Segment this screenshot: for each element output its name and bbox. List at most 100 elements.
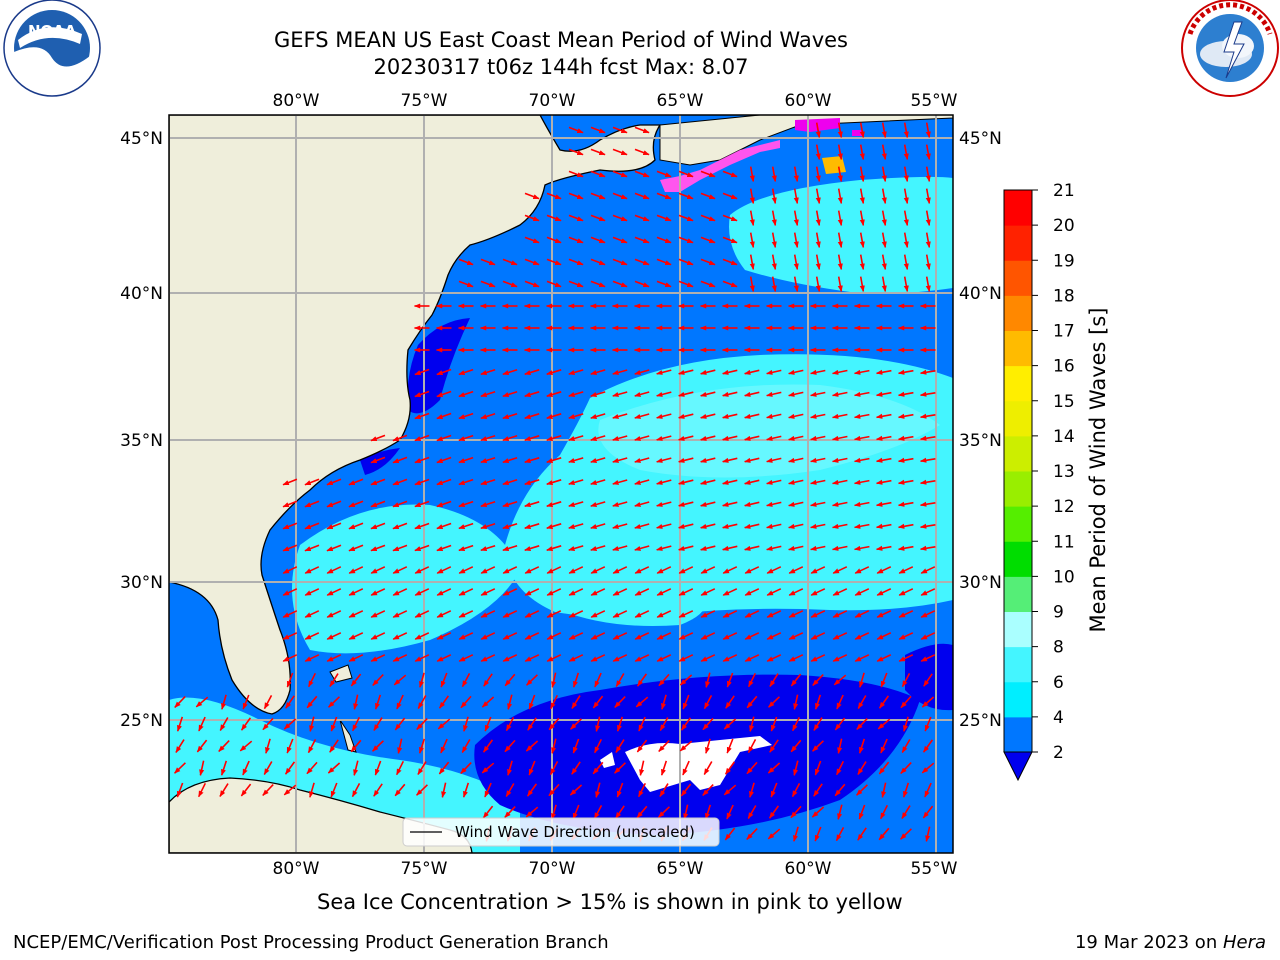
wave-direction-arrow <box>875 545 892 551</box>
wave-direction-arrow <box>283 784 297 796</box>
sea-ice-patch <box>852 130 862 136</box>
wave-direction-arrow <box>881 188 887 205</box>
wave-direction-arrow <box>700 457 716 463</box>
wave-direction-arrow <box>392 456 408 464</box>
wave-direction-arrow <box>744 610 760 618</box>
wave-direction-arrow <box>524 435 540 441</box>
wave-direction-arrow <box>832 632 848 640</box>
wave-direction-arrow <box>590 214 606 222</box>
wave-direction-arrow <box>348 566 364 574</box>
wave-direction-arrow <box>769 673 779 687</box>
wave-direction-arrow <box>658 740 670 752</box>
wave-direction-arrow <box>458 280 474 288</box>
wave-direction-arrow <box>722 457 738 463</box>
wave-direction-arrow <box>350 739 362 753</box>
wave-direction-arrow <box>590 501 606 507</box>
wave-direction-arrow <box>549 761 559 776</box>
wave-direction-arrow <box>793 254 799 271</box>
wave-direction-arrow <box>546 280 562 288</box>
wave-direction-arrow <box>722 369 738 375</box>
wave-direction-arrow <box>722 236 738 244</box>
wave-direction-arrow <box>348 654 364 662</box>
wave-direction-arrow <box>282 654 298 662</box>
wave-direction-arrow <box>744 369 760 375</box>
legend-label: Wind Wave Direction (unscaled) <box>455 823 695 841</box>
wave-direction-arrow <box>392 544 408 552</box>
wave-direction-arrow <box>546 258 562 266</box>
wave-direction-arrow <box>725 695 735 709</box>
wave-direction-arrow <box>770 782 778 798</box>
wave-direction-arrow <box>898 610 914 618</box>
wave-direction-arrow <box>788 413 804 419</box>
wave-direction-arrow <box>834 783 846 797</box>
wave-direction-arrow <box>330 782 338 798</box>
wave-direction-arrow <box>175 739 185 753</box>
wave-direction-arrow <box>414 478 430 486</box>
wave-direction-arrow <box>925 232 931 249</box>
wave-direction-arrow <box>766 391 782 397</box>
wave-direction-arrow <box>195 696 209 708</box>
wave-direction-arrow <box>594 672 602 688</box>
wave-direction-arrow <box>286 738 294 754</box>
wave-direction-arrow <box>634 214 650 222</box>
wave-direction-arrow <box>766 588 782 596</box>
wave-direction-arrow <box>392 478 408 486</box>
wave-direction-arrow <box>881 166 887 183</box>
wave-direction-arrow <box>678 545 694 551</box>
lat-tick-left: 35°N <box>120 431 163 451</box>
wave-direction-arrow <box>881 782 887 798</box>
wave-direction-arrow <box>634 170 650 178</box>
wave-direction-arrow <box>480 610 496 618</box>
wave-direction-arrow <box>876 588 892 596</box>
wave-direction-arrow <box>524 258 540 266</box>
wave-direction-arrow <box>458 368 474 376</box>
lon-tick-top: 55°W <box>911 91 958 111</box>
wave-direction-arrow <box>768 696 780 708</box>
wave-direction-arrow <box>678 632 694 640</box>
wave-direction-arrow <box>372 674 384 686</box>
colorbar-tick-label: 10 <box>1053 567 1075 587</box>
wave-direction-arrow <box>837 276 843 293</box>
wave-direction-arrow <box>480 478 496 486</box>
wave-direction-arrow <box>705 672 711 688</box>
wave-direction-arrow <box>507 760 513 776</box>
lon-tick-bottom: 60°W <box>785 859 832 879</box>
wave-direction-arrow <box>766 566 782 574</box>
wave-direction-arrow <box>525 740 539 752</box>
wave-direction-arrow <box>747 672 757 688</box>
wave-direction-arrow <box>678 654 694 662</box>
wave-direction-arrow <box>788 588 804 596</box>
wave-direction-arrow <box>836 694 844 710</box>
wave-direction-arrow <box>722 391 738 397</box>
wave-direction-arrow <box>568 632 584 640</box>
wave-direction-arrow <box>810 391 826 397</box>
wave-direction-arrow <box>546 391 562 397</box>
wave-direction-arrow <box>528 694 536 710</box>
wave-direction-arrow <box>590 654 606 662</box>
wave-direction-arrow <box>837 804 843 820</box>
wave-direction-arrow <box>572 672 580 688</box>
wave-direction-arrow <box>656 214 672 222</box>
wave-direction-arrow <box>590 457 606 463</box>
wave-direction-arrow <box>372 740 384 752</box>
wave-direction-arrow <box>568 457 584 463</box>
wave-direction-arrow <box>634 479 650 485</box>
lon-tick-bottom: 65°W <box>657 859 704 879</box>
wave-direction-arrow <box>832 610 848 618</box>
wave-direction-arrow <box>700 654 716 662</box>
wave-direction-arrow <box>414 500 430 508</box>
wave-direction-arrow <box>373 717 383 731</box>
wave-direction-arrow <box>436 478 452 486</box>
wave-direction-arrow <box>815 144 821 161</box>
wave-direction-arrow <box>612 523 628 529</box>
wave-direction-arrow <box>749 166 755 183</box>
wave-direction-arrow <box>590 413 606 419</box>
wave-direction-arrow <box>700 545 716 551</box>
wave-direction-arrow <box>810 545 826 551</box>
wave-direction-arrow <box>393 674 407 686</box>
wave-direction-arrow <box>859 672 865 688</box>
wave-direction-arrow <box>788 654 804 662</box>
wave-direction-arrow <box>919 545 936 551</box>
wave-direction-arrow <box>326 544 342 552</box>
wave-direction-arrow <box>901 739 911 754</box>
